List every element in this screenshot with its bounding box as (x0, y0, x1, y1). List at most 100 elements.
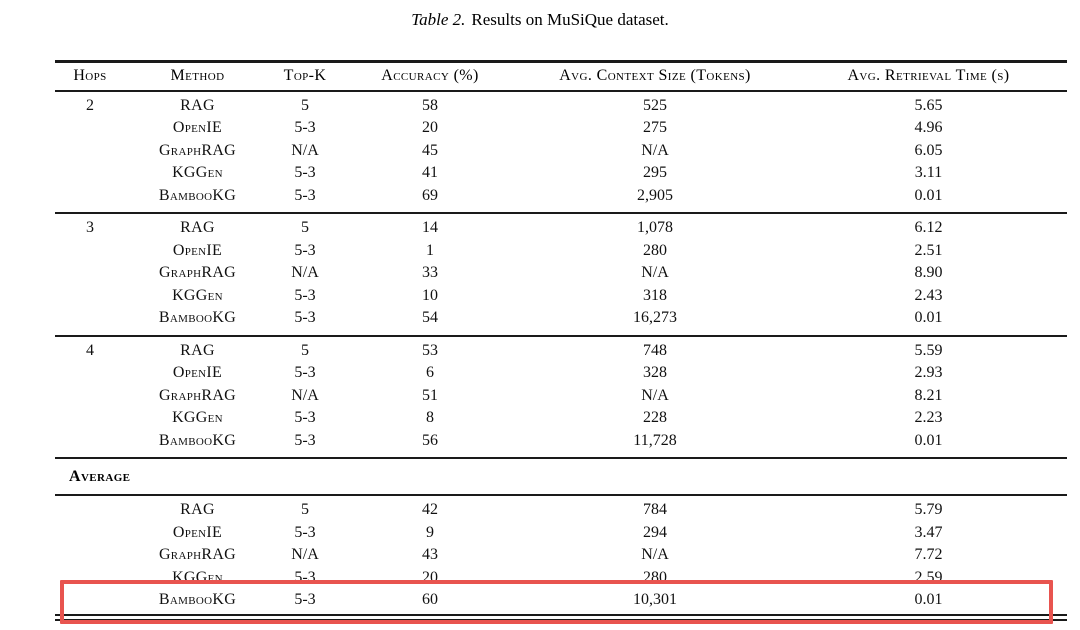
cell-context: 318 (643, 286, 667, 304)
table-row: KGGen 5-3 20 280 2.59 (55, 567, 1067, 590)
column-header-accuracy: Accuracy (%) (381, 67, 479, 84)
cell-context: N/A (641, 546, 669, 564)
cell-topk: N/A (291, 141, 319, 159)
cell-time: 2.51 (914, 241, 943, 259)
column-header-topk: Top-K (283, 67, 327, 84)
cell-context: 10,301 (633, 591, 677, 609)
cell-method: KGGen (172, 164, 223, 182)
cell-time: 5.65 (914, 96, 943, 114)
cell-method: BambooKG (158, 309, 237, 327)
cell-topk: 5-3 (294, 568, 316, 586)
cell-topk: 5-3 (294, 241, 316, 259)
cell-context: 525 (643, 96, 667, 114)
average-label: Average (69, 467, 131, 485)
cell-context: 1,078 (637, 219, 673, 237)
table-row: GraphRAG N/A 45 N/A 6.05 (55, 140, 1067, 163)
table-row: OpenIE 5-3 9 294 3.47 (55, 522, 1067, 545)
cell-accuracy: 8 (426, 409, 434, 427)
cell-time: 7.72 (914, 546, 943, 564)
cell-hops: 2 (86, 96, 94, 114)
cell-topk: N/A (291, 386, 319, 404)
cell-context: 295 (643, 164, 667, 182)
results-table: Hops Method Top-K Accuracy (%) Avg. Cont… (55, 60, 1067, 621)
cell-time: 8.90 (914, 264, 943, 282)
cell-method: RAG (180, 219, 215, 237)
cell-topk: N/A (291, 546, 319, 564)
cell-method: GraphRAG (158, 546, 237, 564)
table-row: GraphRAG N/A 43 N/A 7.72 (55, 544, 1067, 567)
cell-context: 748 (643, 341, 667, 359)
table-header-row: Hops Method Top-K Accuracy (%) Avg. Cont… (55, 63, 1067, 90)
cell-method: OpenIE (172, 364, 223, 382)
cell-time: 3.47 (914, 523, 943, 541)
cell-accuracy: 9 (426, 523, 434, 541)
cell-accuracy: 56 (422, 431, 438, 449)
column-header-time: Avg. Retrieval Time (s) (847, 67, 1010, 84)
table-row: GraphRAG N/A 51 N/A 8.21 (55, 385, 1067, 408)
cell-time: 0.01 (914, 591, 943, 609)
cell-time: 2.23 (914, 409, 943, 427)
column-header-hops: Hops (73, 67, 107, 84)
cell-time: 6.12 (914, 219, 943, 237)
table-row: BambooKG 5-3 69 2,905 0.01 (55, 185, 1067, 208)
hops-4-group: 4 RAG 5 53 748 5.59 OpenIE 5-3 6 328 2.93 GraphRAG N… (55, 337, 1067, 458)
cell-hops: 3 (86, 219, 94, 237)
table-row: KGGen 5-3 8 228 2.23 (55, 407, 1067, 430)
caption-text: Results on MuSiQue dataset. (471, 10, 669, 29)
cell-topk: 5 (301, 96, 309, 114)
cell-context: 2,905 (637, 186, 673, 204)
cell-topk: 5-3 (294, 409, 316, 427)
cell-context: N/A (641, 264, 669, 282)
cell-accuracy: 58 (422, 96, 438, 114)
cell-topk: 5-3 (294, 523, 316, 541)
average-section-header: Average (55, 459, 1067, 494)
cell-topk: 5-3 (294, 186, 316, 204)
cell-context: N/A (641, 386, 669, 404)
cell-method: GraphRAG (158, 264, 237, 282)
cell-time: 5.59 (914, 341, 943, 359)
cell-topk: 5 (301, 341, 309, 359)
cell-context: 275 (643, 119, 667, 137)
cell-time: 4.96 (914, 119, 943, 137)
cell-topk: 5-3 (294, 164, 316, 182)
cell-context: N/A (641, 141, 669, 159)
rule-below-header (55, 89, 1067, 92)
cell-context: 328 (643, 364, 667, 382)
caption-label: Table 2. (411, 10, 466, 29)
cell-time: 6.05 (914, 141, 943, 159)
cell-time: 0.01 (914, 186, 943, 204)
cell-method: KGGen (172, 409, 223, 427)
table-row: BambooKG 5-3 54 16,273 0.01 (55, 307, 1067, 330)
cell-accuracy: 42 (422, 501, 438, 519)
rule-group-divider (55, 334, 1067, 337)
table-row: BambooKG 5-3 60 10,301 0.01 (55, 589, 1067, 612)
rule-group-divider (55, 212, 1067, 214)
cell-topk: N/A (291, 264, 319, 282)
rule-above-average (55, 457, 1067, 459)
table-caption: Table 2. Results on MuSiQue dataset. (0, 10, 1080, 30)
cell-time: 2.59 (914, 568, 943, 586)
cell-accuracy: 41 (422, 164, 438, 182)
column-header-context: Avg. Context Size (Tokens) (559, 67, 751, 84)
cell-method: BambooKG (158, 431, 237, 449)
cell-method: OpenIE (172, 523, 223, 541)
cell-accuracy: 14 (422, 219, 438, 237)
table-row: OpenIE 5-3 1 280 2.51 (55, 240, 1067, 263)
cell-method: RAG (180, 341, 215, 359)
rule-top (55, 60, 1067, 63)
cell-topk: 5 (301, 219, 309, 237)
average-group: RAG 5 42 784 5.79 OpenIE 5-3 9 294 3.47 GraphRAG N/… (55, 496, 1067, 614)
hops-3-group: 3 RAG 5 14 1,078 6.12 OpenIE 5-3 1 280 2.51 GraphRA… (55, 214, 1067, 335)
cell-topk: 5-3 (294, 119, 316, 137)
cell-method: KGGen (172, 568, 223, 586)
cell-time: 8.21 (914, 386, 943, 404)
cell-time: 2.93 (914, 364, 943, 382)
cell-accuracy: 51 (422, 386, 438, 404)
cell-accuracy: 60 (422, 591, 438, 609)
cell-context: 16,273 (633, 309, 677, 327)
cell-time: 0.01 (914, 309, 943, 327)
cell-accuracy: 10 (422, 286, 438, 304)
cell-hops: 4 (86, 341, 94, 359)
cell-context: 280 (643, 241, 667, 259)
cell-time: 3.11 (914, 164, 943, 182)
